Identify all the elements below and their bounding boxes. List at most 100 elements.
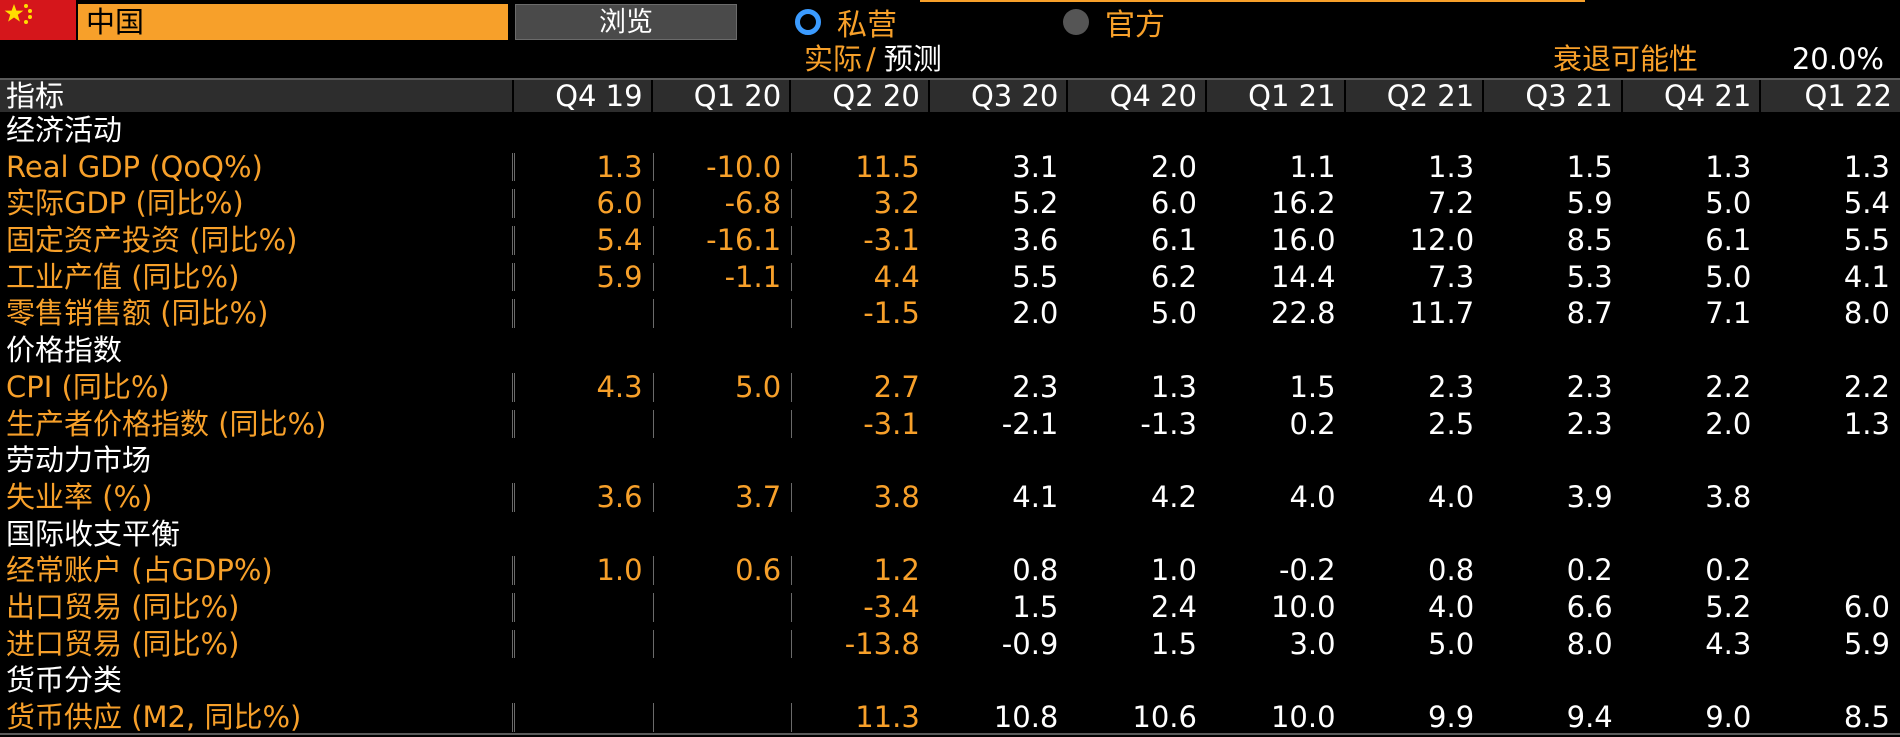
table-row[interactable]: Real GDP (QoQ%) 1.3 -10.0 11.5 3.1 2.0 1.1 1.3 1… xyxy=(0,149,1900,186)
table-cell: 8.0 xyxy=(1566,626,1613,661)
table-cell: 2.0 xyxy=(1150,149,1197,184)
table-cell: 6.0 xyxy=(1150,186,1197,221)
table-cell xyxy=(652,699,792,736)
table-row[interactable]: 出口贸易 (同比%) -3.4 1.5 2.4 10.0 4.0 6.6 5.2 6.0 xyxy=(0,589,1900,626)
table-row[interactable]: 工业产值 (同比%) 5.9 -1.1 4.4 5.5 6.2 14.4 7.3 5.3 5.0 4… xyxy=(0,259,1900,296)
column-header[interactable]: Q3 20 xyxy=(930,80,1069,112)
table-cell: 5.9 xyxy=(514,259,653,296)
table-cell: 4.3 xyxy=(514,369,653,406)
recession-probability-label: 衰退可能性 xyxy=(1553,42,1699,76)
column-header[interactable]: Q2 21 xyxy=(1346,80,1485,112)
table-cell: 4.4 xyxy=(791,259,930,296)
table-cell: 0.2 xyxy=(1289,406,1336,441)
table-cell: 8.7 xyxy=(1566,296,1613,331)
indicator-label[interactable]: 货币供应 (M2, 同比%) xyxy=(0,699,514,736)
table-row[interactable]: 货币供应 (M2, 同比%) 11.3 10.8 10.6 10.0 9.9 9.4 9.0 8… xyxy=(0,699,1900,736)
table-row[interactable]: 零售销售额 (同比%) -1.5 2.0 5.0 22.8 11.7 8.7 7.1 8.0 xyxy=(0,295,1900,332)
table-cell: 6.1 xyxy=(1705,223,1752,258)
indicator-label[interactable]: 固定资产投资 (同比%) xyxy=(0,222,514,259)
table-cell: 1.3 xyxy=(1843,149,1890,184)
table-row[interactable]: 生产者价格指数 (同比%) -3.1 -2.1 -1.3 0.2 2.5 2.3 2.0 1.3 xyxy=(0,406,1900,443)
table-cell: 2.2 xyxy=(1843,369,1890,404)
actual-forecast-legend: 实际 / 预测 xyxy=(804,40,942,78)
china-flag-icon xyxy=(0,0,76,40)
table-cell xyxy=(514,699,653,736)
column-header[interactable]: Q4 21 xyxy=(1623,80,1762,112)
table-cell: 22.8 xyxy=(1270,296,1336,331)
indicator-label[interactable]: CPI (同比%) xyxy=(0,369,514,406)
table-cell: -3.4 xyxy=(791,589,930,626)
actual-label: 实际 xyxy=(804,42,863,76)
radio-official[interactable]: 官方 xyxy=(1063,4,1165,43)
section-label: 国际收支平衡 xyxy=(6,516,181,551)
table-cell: 5.4 xyxy=(1843,186,1890,221)
indicator-label[interactable]: 生产者价格指数 (同比%) xyxy=(0,406,514,443)
table-row[interactable]: CPI (同比%) 4.3 5.0 2.7 2.3 1.3 1.5 2.3 2.3 2.2 2.2 xyxy=(0,369,1900,406)
column-header[interactable]: Q1 21 xyxy=(1207,80,1346,112)
radio-unselected-icon xyxy=(1063,9,1089,35)
indicator-label[interactable]: 工业产值 (同比%) xyxy=(0,259,514,296)
table-row[interactable]: 实际GDP (同比%) 6.0 -6.8 3.2 5.2 6.0 16.2 7.2 5.9 5.0… xyxy=(0,185,1900,222)
indicator-header[interactable]: 指标 xyxy=(0,80,514,112)
table-cell: 5.5 xyxy=(1843,223,1890,258)
table-cell: 6.0 xyxy=(1843,589,1890,624)
indicator-label[interactable]: Real GDP (QoQ%) xyxy=(0,149,514,186)
column-header[interactable]: Q2 20 xyxy=(791,80,930,112)
table-cell: 9.0 xyxy=(1705,700,1752,734)
table-cell: 9.4 xyxy=(1566,700,1613,734)
column-header[interactable]: Q3 21 xyxy=(1484,80,1623,112)
table-cell: 8.5 xyxy=(1566,223,1613,258)
table-cell: 2.4 xyxy=(1150,589,1197,624)
table-cell: 3.9 xyxy=(1566,479,1613,514)
table-cell: -1.1 xyxy=(652,259,792,296)
column-header[interactable]: Q4 20 xyxy=(1068,80,1207,112)
indicator-label[interactable]: 失业率 (%) xyxy=(0,479,514,516)
table-cell: 5.3 xyxy=(1566,259,1613,294)
table-cell xyxy=(514,589,653,626)
radio-private[interactable]: 私营 xyxy=(795,4,897,43)
table-cell: 0.6 xyxy=(652,552,792,589)
section-label: 货币分类 xyxy=(6,663,123,698)
table-cell: -3.1 xyxy=(791,222,930,259)
table-cell: 5.5 xyxy=(1012,259,1059,294)
table-cell: 1.3 xyxy=(514,149,653,186)
table-cell: 1.3 xyxy=(1843,406,1890,441)
table-cell: 0.2 xyxy=(1705,553,1752,588)
table-cell: 5.2 xyxy=(1705,589,1752,624)
table-cell: 12.0 xyxy=(1409,223,1475,258)
section-header-row: 价格指数 xyxy=(0,332,1900,369)
browse-button[interactable]: 浏览 xyxy=(515,4,737,40)
column-header[interactable]: Q4 19 xyxy=(514,80,653,112)
table-cell: 3.2 xyxy=(791,185,930,222)
legend-separator: / xyxy=(866,42,876,76)
table-cell xyxy=(514,406,653,443)
column-header[interactable]: Q1 22 xyxy=(1804,79,1892,113)
table-cell: 4.0 xyxy=(1428,589,1475,624)
indicator-label[interactable]: 零售销售额 (同比%) xyxy=(0,295,514,332)
table-row[interactable]: 固定资产投资 (同比%) 5.4 -16.1 -3.1 3.6 6.1 16.0 12.0 8.… xyxy=(0,222,1900,259)
indicator-label[interactable]: 进口贸易 (同比%) xyxy=(0,626,514,663)
table-cell: -16.1 xyxy=(652,222,792,259)
table-cell xyxy=(1761,479,1900,516)
table-cell: 10.8 xyxy=(993,700,1059,734)
table-row[interactable]: 进口贸易 (同比%) -13.8 -0.9 1.5 3.0 5.0 8.0 4.3 5.9 xyxy=(0,626,1900,663)
indicator-label[interactable]: 出口贸易 (同比%) xyxy=(0,589,514,626)
country-input[interactable]: 中国 xyxy=(78,4,508,40)
table-row[interactable]: 失业率 (%) 3.6 3.7 3.8 4.1 4.2 4.0 4.0 3.9 3.8 xyxy=(0,479,1900,516)
table-cell: 7.3 xyxy=(1428,259,1475,294)
top-divider xyxy=(920,0,1585,2)
table-cell: 8.5 xyxy=(1843,700,1890,734)
section-label: 经济活动 xyxy=(6,113,123,147)
table-cell: 4.0 xyxy=(1428,479,1475,514)
table-cell: 4.2 xyxy=(1150,479,1197,514)
table-cell: 4.1 xyxy=(1012,479,1059,514)
table-row[interactable]: 经常账户 (占GDP%) 1.0 0.6 1.2 0.8 1.0 -0.2 0.8 0.2 0.2 xyxy=(0,552,1900,589)
table-cell: 3.7 xyxy=(652,479,792,516)
table-cell: 3.8 xyxy=(791,479,930,516)
top-bar: 中国 浏览 私营 官方 实际 / 预测 衰退可能性 20.0% xyxy=(0,0,1900,78)
table-cell: 2.7 xyxy=(791,369,930,406)
indicator-label[interactable]: 实际GDP (同比%) xyxy=(0,185,514,222)
table-cell: 16.2 xyxy=(1270,186,1336,221)
column-header[interactable]: Q1 20 xyxy=(653,80,792,112)
indicator-label[interactable]: 经常账户 (占GDP%) xyxy=(0,552,514,589)
